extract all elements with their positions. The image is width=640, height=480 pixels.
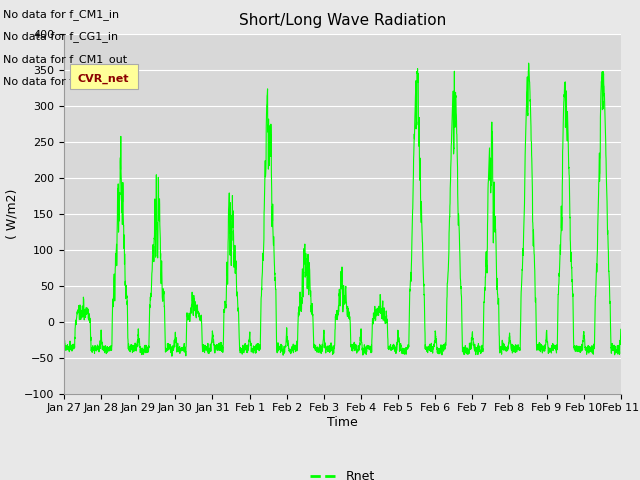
Text: No data for f_CG1_out: No data for f_CG1_out	[3, 76, 126, 87]
Text: No data for f_CM1_in: No data for f_CM1_in	[3, 9, 119, 20]
Text: No data for f_CG1_in: No data for f_CG1_in	[3, 31, 118, 42]
Title: Short/Long Wave Radiation: Short/Long Wave Radiation	[239, 13, 446, 28]
X-axis label: Time: Time	[327, 416, 358, 429]
Text: No data for f_CM1_out: No data for f_CM1_out	[3, 54, 127, 65]
Legend: Rnet: Rnet	[305, 465, 380, 480]
Text: CVR_net: CVR_net	[77, 74, 129, 84]
Y-axis label: ( W/m2): ( W/m2)	[5, 189, 19, 239]
